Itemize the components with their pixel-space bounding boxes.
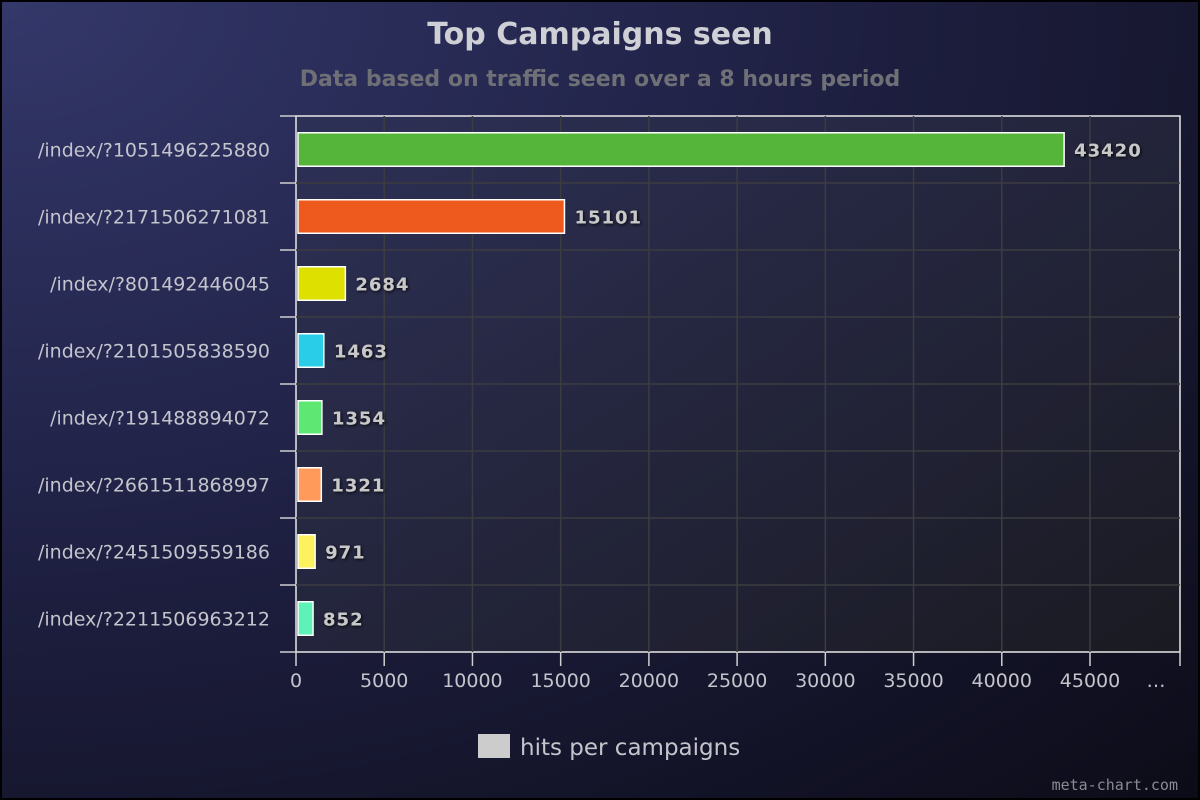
x-tick-label: 20000 <box>619 670 679 692</box>
x-tick-label: … <box>1147 670 1166 692</box>
x-tick-label: 45000 <box>1060 670 1120 692</box>
data-label: 971 <box>325 543 366 564</box>
x-tick-label: 35000 <box>883 670 943 692</box>
bar <box>297 132 1065 167</box>
x-tick-label: 30000 <box>795 670 855 692</box>
data-label: 43420 <box>1074 141 1142 162</box>
bar <box>297 266 347 301</box>
data-label: 15101 <box>574 208 642 229</box>
axes <box>280 115 1181 666</box>
x-tick-label: 5000 <box>360 670 408 692</box>
bars <box>297 132 1065 636</box>
category-label: /index/?801492446045 <box>50 274 270 296</box>
credit-text: meta-chart.com <box>1052 776 1178 794</box>
legend-label: hits per campaigns <box>520 735 740 761</box>
chart-subtitle: Data based on traffic seen over a 8 hour… <box>300 67 901 92</box>
chart-title: Top Campaigns seen <box>427 17 773 52</box>
data-label: 1321 <box>331 476 385 497</box>
category-label: /index/?2101505838590 <box>38 341 270 363</box>
bar <box>297 467 323 502</box>
data-label: 852 <box>323 610 364 631</box>
x-tick-label: 10000 <box>442 670 502 692</box>
category-label: /index/?2661511868997 <box>38 475 270 497</box>
data-label: 1463 <box>334 342 388 363</box>
data-label: 2684 <box>355 275 409 296</box>
legend-swatch <box>478 734 510 758</box>
x-tick-label: 0 <box>290 670 302 692</box>
legend: hits per campaigns <box>478 734 740 761</box>
x-tick-label: 15000 <box>530 670 590 692</box>
category-label: /index/?2451509559186 <box>38 542 270 564</box>
bar <box>297 199 566 234</box>
x-tick-label: 40000 <box>972 670 1032 692</box>
bar <box>297 534 316 569</box>
bar <box>297 400 323 435</box>
category-label: /index/?2171506271081 <box>38 207 270 229</box>
bar <box>297 333 325 368</box>
labels: 0 5000 10000 15000 20000 25000 30000 35000 40000… <box>38 140 1166 693</box>
category-label: /index/?191488894072 <box>50 408 270 430</box>
category-label: /index/?2211506963212 <box>38 609 270 631</box>
data-label: 1354 <box>332 409 386 430</box>
x-tick-label: 25000 <box>707 670 767 692</box>
gridlines <box>296 116 1180 652</box>
category-label: /index/?1051496225880 <box>38 140 270 162</box>
bar <box>297 601 314 636</box>
